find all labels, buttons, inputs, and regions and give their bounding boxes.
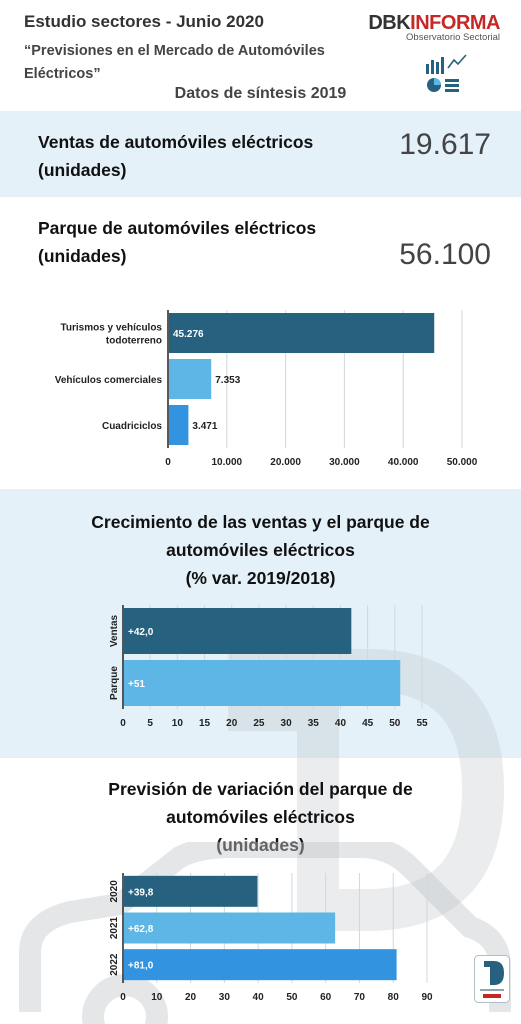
x-tick-label: 30	[281, 718, 293, 729]
x-tick-label: 40	[335, 718, 347, 729]
kpi-fleet-label: Parque de automóviles eléctricos (unidade…	[38, 218, 317, 266]
x-tick-label: 55	[416, 718, 428, 729]
kpi-sales-label: Ventas de automóviles eléctricos (unidade…	[38, 132, 314, 180]
x-tick-label: 20.000	[270, 457, 301, 468]
category-label: Vehículos comerciales	[55, 375, 163, 386]
x-tick-label: 0	[165, 457, 171, 468]
forecast-chart-title: Previsión de variación del parque de aut…	[108, 779, 413, 855]
category-label: todoterreno	[106, 336, 162, 347]
kpi-fleet-value: 56.100	[399, 238, 491, 271]
x-tick-label: 70	[354, 992, 366, 1003]
x-tick-label: 45	[362, 718, 374, 729]
x-tick-label: 80	[388, 992, 400, 1003]
category-label: Turismos y vehículos	[60, 323, 162, 334]
x-tick-label: 25	[253, 718, 265, 729]
x-tick-label: 10.000	[212, 457, 243, 468]
growth-chart-title: Crecimiento de las ventas y el parque de…	[91, 512, 430, 588]
bar-value-label: 3.471	[192, 421, 217, 432]
bar-value-label: 7.353	[215, 375, 240, 386]
x-tick-label: 50	[286, 992, 298, 1003]
logo-dbk: DBK	[368, 12, 411, 34]
report-title: Estudio sectores - Junio 2020	[24, 12, 264, 31]
report-subtitle: “Previsiones en el Mercado de Automóvile…	[24, 43, 325, 82]
car-outline-graphic	[19, 842, 511, 1024]
category-label: Ventas	[109, 614, 120, 647]
bar	[124, 608, 352, 654]
x-tick-label: 20	[185, 992, 197, 1003]
x-tick-label: 30.000	[329, 457, 360, 468]
bar	[169, 359, 212, 399]
category-label: 2022	[109, 953, 120, 976]
bar	[169, 405, 189, 445]
fleet-by-type-chart: 0 10.000 20.000 30.000 40.000 50.000 45.276 Tur…	[55, 310, 478, 468]
x-tick-label: 90	[421, 992, 433, 1003]
bar-value-label: +39,8	[128, 887, 154, 898]
bar-value-label: +62,8	[128, 924, 154, 935]
logo-informa: INFORMA	[410, 12, 500, 34]
bar	[124, 660, 401, 706]
section-heading: Datos de síntesis 2019	[174, 85, 347, 102]
bar	[124, 875, 258, 907]
x-tick-label: 5	[147, 718, 153, 729]
category-label: Parque	[109, 666, 120, 700]
bar-value-label: +51	[128, 679, 145, 690]
growth-chart: 0 5 10 15 20 25 30 35 40 45 50 55 +42,0 Ventas +51 Parq…	[109, 605, 428, 729]
chart-icon	[426, 54, 467, 92]
forecast-chart: 0 10 20 30 40 50 60 70 80 90 +39,8 2020 +62,8 2021 +81…	[109, 873, 433, 1003]
bar	[169, 313, 435, 353]
dbk-informa-logo: DBKINFORMA Observatorio Sectorial	[368, 12, 500, 43]
bar	[124, 949, 397, 981]
x-tick-label: 60	[320, 992, 332, 1003]
category-label: Cuadriciclos	[102, 421, 162, 432]
x-tick-label: 35	[308, 718, 320, 729]
x-tick-label: 10	[172, 718, 184, 729]
category-label: 2020	[109, 880, 120, 903]
x-tick-label: 30	[219, 992, 231, 1003]
logo-tagline: Observatorio Sectorial	[406, 32, 500, 43]
centrum-badge	[474, 955, 510, 1003]
kpi-sales-value: 19.617	[399, 128, 491, 161]
x-tick-label: 40	[253, 992, 265, 1003]
x-tick-label: 0	[120, 992, 126, 1003]
x-tick-label: 50	[389, 718, 401, 729]
bar-value-label: +81,0	[128, 961, 154, 972]
bar-value-label: 45.276	[173, 329, 204, 340]
x-tick-label: 15	[199, 718, 211, 729]
kpi-band	[0, 111, 521, 197]
x-tick-label: 0	[120, 718, 126, 729]
x-tick-label: 50.000	[447, 457, 478, 468]
bar	[124, 912, 336, 944]
watermark-logo	[228, 649, 505, 931]
category-label: 2021	[109, 916, 120, 939]
x-tick-label: 20	[226, 718, 238, 729]
x-tick-label: 40.000	[388, 457, 419, 468]
bar-value-label: +42,0	[128, 627, 154, 638]
x-tick-label: 10	[151, 992, 163, 1003]
